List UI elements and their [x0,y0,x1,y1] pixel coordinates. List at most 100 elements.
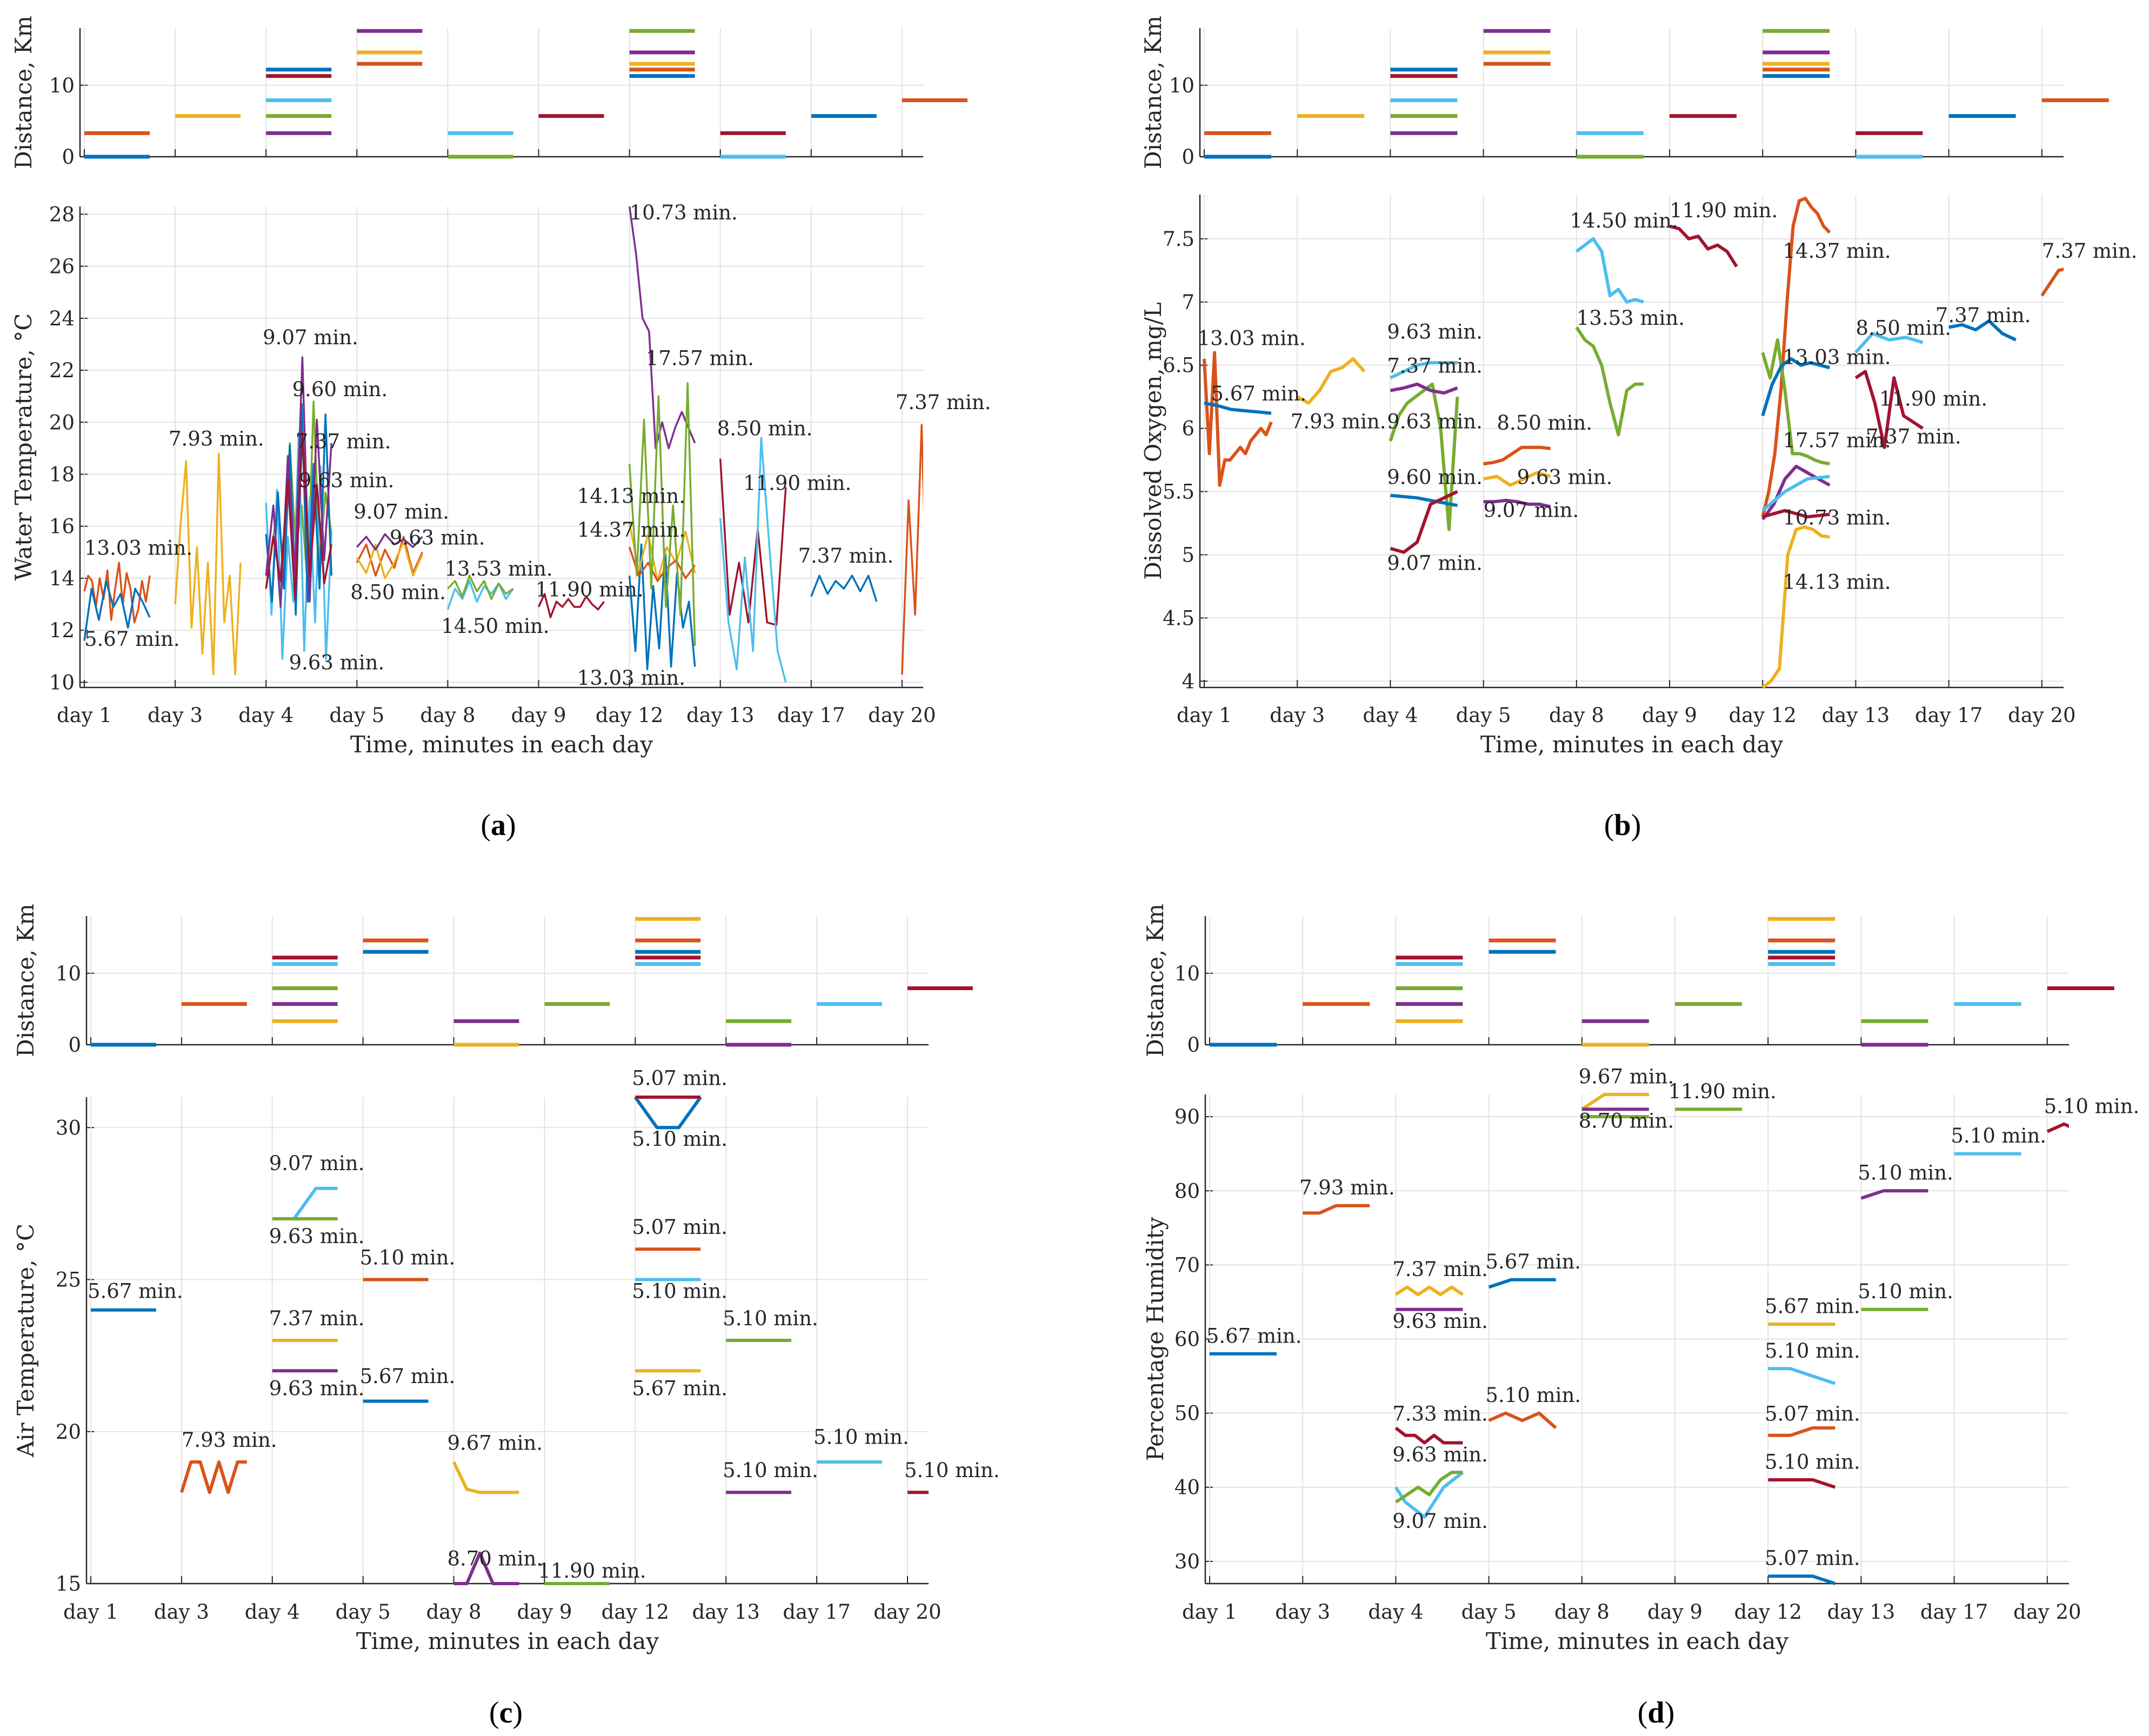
duration-annotation: 9.63 min. [1387,321,1483,344]
xtick-label: day 9 [1642,704,1697,727]
data-series-line [83,580,151,641]
data-series-line [901,424,923,675]
data-series-line [83,562,151,624]
main-ytick-label: 70 [1174,1253,1200,1277]
data-series-line [1854,370,1924,449]
main-ytick-label: 4 [1182,670,1194,693]
main-ytick-label: 4.5 [1163,606,1194,630]
data-series-line [1581,1093,1649,1111]
duration-annotation: 5.10 min. [1858,1280,1953,1303]
duration-annotation: 5.10 min. [1485,1384,1581,1407]
series-group [1210,1093,2069,1585]
duration-annotation: 5.07 min. [632,1216,728,1239]
duration-annotation: 8.50 min. [1856,317,1951,340]
xtick-label: day 5 [1456,704,1511,727]
duration-annotation: 7.37 min. [269,1307,365,1330]
main-ytick-label: 90 [1174,1105,1200,1129]
duration-annotation: 11.90 min. [535,578,643,602]
distance-ytick-label: 0 [1182,145,1194,169]
xtick-label: day 20 [2013,1600,2081,1624]
data-series-line [1768,1426,1836,1437]
xtick-label: day 9 [517,1600,572,1624]
data-series-line [180,1460,247,1494]
duration-annotation: 14.50 min. [441,615,549,638]
main-ytick-label: 6 [1182,417,1194,440]
duration-annotation: 9.07 min. [1484,498,1579,522]
data-series-line [1669,224,1738,268]
main-ylabel: Percentage Humidity [1142,1217,1169,1461]
duration-annotation: 5.10 min. [1765,1450,1860,1473]
data-series-line [1483,445,1551,466]
xtick-label: day 8 [1549,704,1604,727]
duration-annotation: 7.37 min. [896,391,991,414]
duration-annotation: 5.07 min. [1765,1402,1860,1425]
main-ytick-label: 26 [49,255,75,278]
data-series-line [628,523,696,582]
xtick-label: day 4 [238,704,293,727]
duration-annotation: 5.10 min. [1951,1124,2046,1147]
duration-annotation: 5.10 min. [632,1279,728,1303]
duration-annotation: 11.90 min. [538,1559,646,1583]
xtick-label: day 1 [63,1600,118,1624]
distance-ytick-label: 10 [49,74,75,97]
xtick-label: day 9 [1647,1600,1703,1624]
data-series-line [174,452,242,676]
xtick-label: day 3 [1270,704,1325,727]
duration-annotation: 9.63 min. [269,1225,365,1248]
xtick-label: day 5 [329,704,384,727]
data-series-line [1761,338,1830,466]
data-series-line [2040,268,2064,297]
main-ytick-label: 7 [1182,291,1194,314]
distance-ytick-label: 10 [56,962,81,985]
duration-annotation: 13.03 min. [1198,326,1306,350]
duration-annotation: 9.07 min. [269,1152,365,1175]
data-series-line [628,382,696,646]
data-series-line [1303,1204,1370,1215]
data-series-line [265,431,332,600]
duration-annotation: 7.37 min. [1387,355,1483,378]
series-group [83,206,923,683]
duration-annotation: 5.67 min. [84,627,180,651]
data-series-line [1762,509,1830,519]
xtick-label: day 9 [511,704,566,727]
xtick-label: day 8 [420,704,475,727]
xtick-label: day 12 [602,1600,670,1624]
duration-annotation: 9.07 min. [1392,1510,1488,1533]
duration-annotation: 5.07 min. [1765,1547,1860,1570]
duration-annotation: 9.60 min. [1387,466,1483,489]
chart-panel-a: 0 10 Distance, Km 10 12 14 16 18 20 22 24 26 28 Water… [10,16,991,758]
duration-annotation: 9.07 min. [1387,552,1483,575]
duration-annotation: 9.67 min. [1579,1065,1674,1088]
xtick-label: day 5 [336,1600,391,1624]
xtick-label: day 3 [1275,1600,1330,1624]
data-series-line [265,431,332,660]
duration-annotation: 8.50 min. [717,417,813,440]
x-axis-label: Time, minutes in each day [1480,731,1783,758]
data-series-line [356,533,423,551]
main-ytick-label: 25 [56,1268,81,1292]
data-series-line [1761,475,1830,512]
main-ytick-label: 20 [49,411,75,434]
duration-annotation: 17.57 min. [646,346,754,370]
main-ytick-label: 30 [1174,1550,1200,1573]
duration-annotation: 5.10 min. [813,1425,909,1448]
data-series-line [356,540,423,579]
xtick-label: day 17 [783,1600,851,1624]
duration-annotation: 9.67 min. [447,1432,543,1455]
duration-annotation: 14.37 min. [577,518,685,542]
xtick-label: day 20 [873,1600,942,1624]
main-ytick-label: 24 [49,307,75,330]
duration-annotation: 17.57 min. [1783,429,1891,452]
duration-annotation: 11.90 min. [743,471,851,495]
duration-annotation: 9.07 min. [263,326,358,349]
data-series-line [1390,490,1458,554]
caption-c: (c) [489,1696,523,1730]
data-series-line [810,575,878,602]
xtick-label: day 12 [1728,704,1797,727]
xtick-label: day 17 [1915,704,1983,727]
main-ylabel: Water Temperature, °C [10,313,37,581]
duration-annotation: 5.67 min. [88,1279,183,1303]
duration-annotation: 14.13 min. [577,484,685,508]
duration-annotation: 7.37 min. [2042,239,2138,263]
duration-annotation: 13.03 min. [577,666,685,690]
